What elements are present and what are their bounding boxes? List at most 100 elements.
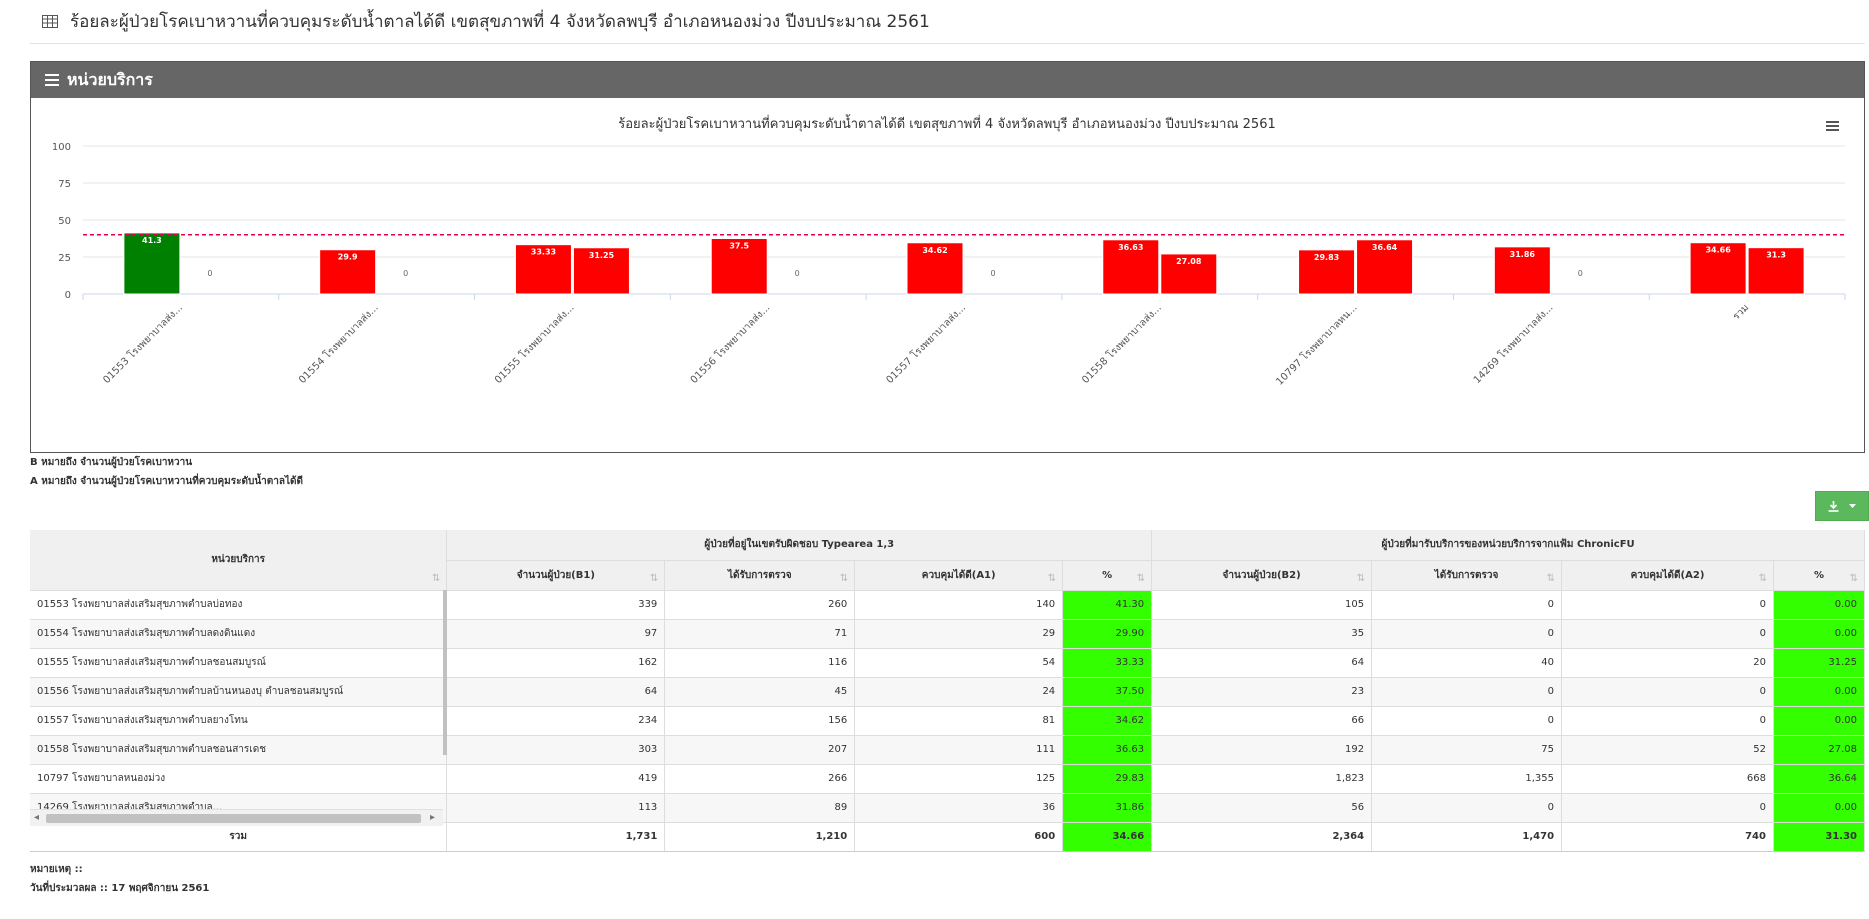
unit-header[interactable]: หน่วยบริการ ⇅ (30, 530, 448, 591)
x-tick-label: 01556 โรงพยาบาลส่ง... (687, 301, 772, 386)
value-cell: 81 (854, 706, 1064, 736)
value-cell: 24 (854, 677, 1064, 707)
unit-name-cell: 10797 โรงพยาบาลหนองม่วง (30, 764, 448, 794)
value-cell: 0 (1561, 619, 1774, 649)
sort-icon: ⇅ (1047, 572, 1057, 584)
column-header-5[interactable]: จำนวนผู้ป่วย(B2) ⇅ (1151, 560, 1373, 591)
chart-container: ร้อยละผู้ป่วยโรคเบาหวานที่ควบคุมระดับน้ำ… (31, 98, 1864, 452)
percent-cell: 27.08 (1773, 735, 1866, 765)
panel-title: หน่วยบริการ (67, 69, 153, 89)
value-cell: 260 (664, 590, 856, 620)
value-cell: 45 (664, 677, 856, 707)
column-header-7[interactable]: ควบคุมได้ดี(A2) ⇅ (1561, 560, 1774, 591)
y-tick-label: 25 (58, 253, 71, 264)
column-header-6[interactable]: ได้รับการตรวจ ⇅ (1371, 560, 1563, 591)
value-cell: 0 (1371, 793, 1563, 823)
sort-icon: ⇅ (649, 572, 659, 584)
column-header-8[interactable]: % ⇅ (1773, 560, 1866, 591)
value-cell: 740 (1561, 822, 1774, 852)
data-label: 41.3 (142, 236, 162, 245)
percent-cell: 34.62 (1062, 706, 1153, 736)
bar-chart: ร้อยละผู้ป่วยโรคเบาหวานที่ควบคุมระดับน้ำ… (52, 114, 1846, 388)
value-cell: 75 (1371, 735, 1563, 765)
column-header-4[interactable]: % ⇅ (1062, 560, 1153, 591)
unit-name-cell: 01556 โรงพยาบาลส่งเสริมสุขภาพตำบลบ้านหนอ… (30, 677, 448, 707)
value-cell: 0 (1561, 590, 1774, 620)
data-label: 31.3 (1766, 251, 1786, 260)
percent-cell: 0.00 (1773, 619, 1866, 649)
bar (514, 244, 572, 295)
column-header-label: ควบคุมได้ดี(A2) (1630, 569, 1705, 581)
data-label: 0 (403, 269, 408, 278)
value-cell: 20 (1561, 648, 1774, 678)
column-header-3[interactable]: ควบคุมได้ดี(A1) ⇅ (854, 560, 1064, 591)
value-cell: 140 (854, 590, 1064, 620)
value-cell: 52 (1561, 735, 1774, 765)
x-tick-label: 01554 โรงพยาบาลส่ง... (296, 301, 381, 386)
value-cell: 192 (1151, 735, 1373, 765)
scroll-thumb[interactable] (46, 814, 421, 823)
value-cell: 234 (446, 706, 666, 736)
percent-cell: 0.00 (1773, 590, 1866, 620)
x-tick-label: 01558 โรงพยาบาลส่ง... (1079, 301, 1164, 386)
table-row: 01558 โรงพยาบาลส่งเสริมสุขภาพตำบลชอนสารเ… (30, 735, 1866, 765)
column-header-1[interactable]: จำนวนผู้ป่วย(B1) ⇅ (446, 560, 666, 591)
value-cell: 71 (664, 619, 856, 649)
export-button[interactable] (1815, 491, 1869, 521)
value-cell: 162 (446, 648, 666, 678)
bar (1689, 242, 1747, 295)
column-header-label: ควบคุมได้ดี(A1) (921, 569, 996, 581)
value-cell: 1,210 (664, 822, 856, 852)
value-cell: 0 (1371, 677, 1563, 707)
value-cell: 116 (664, 648, 856, 678)
panel-header: หน่วยบริการ (31, 62, 1864, 98)
service-unit-panel: หน่วยบริการ ร้อยละผู้ป่วยโรคเบาหวานที่คว… (30, 61, 1865, 453)
scroll-right-arrow-icon[interactable]: ▸ (430, 812, 436, 823)
column-header-label: จำนวนผู้ป่วย(B1) (516, 569, 595, 581)
chart-title: ร้อยละผู้ป่วยโรคเบาหวานที่ควบคุมระดับน้ำ… (618, 114, 1275, 132)
value-cell: 105 (1151, 590, 1373, 620)
table-row: 01554 โรงพยาบาลส่งเสริมสุขภาพตำบลดงดินแด… (30, 619, 1866, 649)
value-cell: 600 (854, 822, 1064, 852)
data-table: หน่วยบริการ ⇅ ผู้ป่วยที่อยู่ในเขตรับผิดช… (30, 530, 1866, 852)
vertical-scrollbar[interactable] (443, 590, 447, 755)
download-icon (1828, 500, 1839, 512)
percent-cell: 36.64 (1773, 764, 1866, 794)
caret-down-icon (1849, 504, 1856, 508)
group2-header: ผู้ป่วยที่มารับบริการของหน่วยบริการจากแฟ… (1151, 530, 1865, 561)
data-label: 27.08 (1176, 257, 1202, 266)
column-header-2[interactable]: ได้รับการตรวจ ⇅ (664, 560, 856, 591)
percent-cell: 33.33 (1062, 648, 1153, 678)
data-label: 29.9 (338, 253, 358, 262)
data-label: 0 (795, 269, 800, 278)
table-icon (42, 15, 58, 28)
percent-cell: 29.90 (1062, 619, 1153, 649)
value-cell: 97 (446, 619, 666, 649)
group1-header: ผู้ป่วยที่อยู่ในเขตรับผิดชอบ Typearea 1,… (446, 530, 1153, 561)
y-tick-label: 100 (52, 142, 71, 153)
table-row: 10797 โรงพยาบาลหนองม่วง 419 266 125 29.83 1,8… (30, 764, 1866, 794)
data-label: 36.64 (1372, 243, 1398, 252)
data-label: 0 (207, 269, 212, 278)
chart-menu-icon (1826, 125, 1839, 127)
data-label: 31.25 (589, 251, 615, 260)
value-cell: 1,355 (1371, 764, 1563, 794)
percent-cell: 36.63 (1062, 735, 1153, 765)
value-cell: 303 (446, 735, 666, 765)
x-tick-label: 01553 โรงพยาบาลส่ง... (100, 301, 185, 386)
x-tick-label: 01557 โรงพยาบาลส่ง... (883, 301, 968, 386)
scroll-left-arrow-icon[interactable]: ◂ (34, 812, 40, 823)
x-tick-label: 14269 โรงพยาบาลส่ง... (1470, 301, 1555, 386)
table-row: 14269 โรงพยาบาลส่งเสริมสุขภาพตำบล... 113 8… (30, 793, 1866, 823)
y-tick-label: 0 (65, 290, 71, 301)
value-cell: 0 (1561, 793, 1774, 823)
value-cell: 35 (1151, 619, 1373, 649)
chart-menu-icon (1826, 121, 1839, 123)
horizontal-scrollbar[interactable]: ◂ ▸ (30, 809, 443, 826)
data-label: 33.33 (531, 248, 556, 257)
page-title: ร้อยละผู้ป่วยโรคเบาหวานที่ควบคุมระดับน้ำ… (70, 12, 930, 32)
data-label: 34.66 (1705, 246, 1731, 255)
unit-name-cell: 01555 โรงพยาบาลส่งเสริมสุขภาพตำบลชอนสมบู… (30, 648, 448, 678)
data-label: 37.5 (729, 242, 749, 251)
footnotes: หมายเหตุ :: วันที่ประมวลผล :: 17 พฤศจิกา… (30, 860, 209, 898)
